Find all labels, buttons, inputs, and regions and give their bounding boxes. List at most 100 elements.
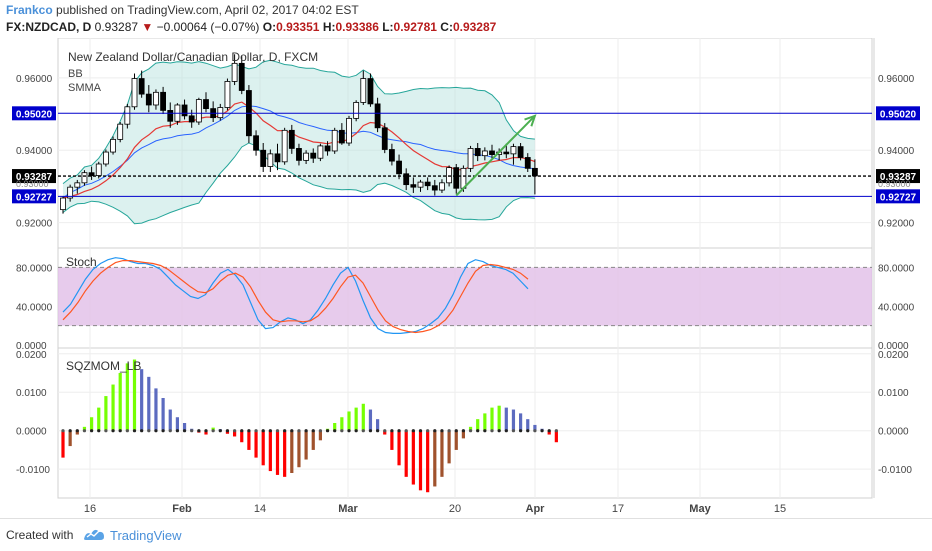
momentum-bar — [490, 407, 494, 431]
candle-body — [403, 173, 410, 186]
squeeze-dot — [504, 429, 508, 433]
indicator-label: SMMA — [68, 82, 102, 94]
momentum-bar — [519, 413, 523, 431]
candle-body — [153, 91, 159, 106]
momentum-bar — [361, 403, 365, 431]
y-tick-label-right: 0.92000 — [878, 219, 915, 230]
momentum-bar — [340, 417, 344, 431]
squeeze-dot — [61, 429, 65, 433]
squeeze-dot — [268, 429, 272, 433]
mom-y-tick-left: -0.0100 — [16, 465, 50, 476]
squeeze-dot — [297, 429, 301, 433]
candle-body — [467, 148, 474, 169]
candle-body — [145, 93, 152, 106]
momentum-bar — [468, 426, 473, 431]
candle-body — [474, 148, 481, 157]
candle-body — [296, 148, 302, 161]
header: Frankco published on TradingView.com, Ap… — [0, 0, 932, 38]
candle-body — [331, 129, 338, 152]
candle-body — [360, 78, 367, 103]
candle-body — [253, 135, 259, 151]
candle-body — [131, 78, 138, 108]
squeeze-dot — [390, 429, 394, 433]
candle-body — [517, 146, 524, 158]
candle-body — [388, 149, 395, 162]
momentum-bar — [233, 430, 237, 437]
momentum-bar — [390, 430, 394, 450]
squeeze-dot — [175, 429, 179, 433]
momentum-bar — [454, 430, 458, 450]
tradingview-brand[interactable]: TradingView — [110, 528, 182, 543]
candle-body — [346, 117, 352, 144]
candle-body — [489, 150, 495, 155]
level-label-right: 0.95020 — [880, 109, 917, 120]
squeeze-dot — [132, 429, 137, 433]
candle-body — [103, 151, 109, 165]
momentum-bar — [175, 417, 179, 431]
squeeze-dot — [218, 429, 222, 433]
squeeze-dot — [383, 429, 387, 433]
author-name[interactable]: Frankco — [6, 3, 53, 17]
squeeze-dot — [468, 429, 473, 433]
squeeze-dot — [240, 429, 244, 433]
momentum-bar — [268, 430, 272, 472]
last-price-tag-right — [876, 169, 920, 184]
created-with-text: Created with — [6, 528, 74, 542]
x-tick-label: Mar — [338, 503, 358, 515]
candle-body — [238, 62, 245, 91]
candle-body — [396, 160, 402, 175]
candle-body — [117, 123, 124, 140]
squeeze-dot — [225, 429, 230, 433]
squeeze-dot — [118, 429, 122, 433]
mom-y-tick-right: 0.0000 — [878, 427, 909, 438]
squeeze-dot — [304, 429, 308, 433]
candle-body — [374, 103, 381, 129]
mom-y-tick-left: 0.0200 — [16, 350, 47, 361]
momentum-bar — [483, 413, 487, 431]
momentum-bar — [204, 430, 208, 435]
squeeze-dot — [90, 429, 94, 433]
momentum-bar — [283, 430, 287, 477]
bollinger-lower-line — [62, 142, 535, 225]
squeeze-dot — [454, 429, 458, 433]
squeeze-dot — [75, 429, 79, 433]
mom-y-tick-right: -0.0100 — [878, 465, 912, 476]
stoch-y-tick-right: 0.0000 — [878, 341, 909, 352]
momentum-bar — [161, 398, 165, 431]
y-tick-label-right: 0.96000 — [878, 74, 915, 85]
partial-tick-right: 0.93000 — [878, 179, 911, 189]
squeeze-dot — [361, 429, 365, 433]
candle-body — [60, 197, 66, 211]
main-chart-title: New Zealand Dollar/Canadian Dollar, D, F… — [68, 50, 318, 64]
momentum-bar — [61, 430, 65, 458]
y-tick-label-left: 0.92000 — [16, 219, 53, 230]
x-tick-label: 15 — [774, 503, 786, 515]
momentum-bar — [547, 430, 551, 435]
candle-body — [424, 181, 431, 187]
tradingview-logo-icon[interactable] — [82, 525, 106, 543]
squeeze-dot — [97, 429, 101, 433]
momentum-bar — [118, 373, 122, 431]
squeeze-dot — [404, 429, 408, 433]
last-price-label-right: 0.93287 — [880, 172, 917, 183]
momentum-bar — [82, 426, 87, 431]
momentum-bar — [497, 405, 501, 431]
y-tick-label-right: 0.94000 — [878, 146, 915, 157]
squeeze-dot — [68, 429, 72, 433]
stoch-y-tick-right: 80.0000 — [878, 263, 915, 274]
squeeze-dot — [354, 429, 358, 433]
momentum-bar — [132, 359, 137, 431]
momentum-bar — [125, 363, 129, 431]
mom-y-tick-right: 0.0100 — [878, 388, 909, 399]
chart-area[interactable]: 16 Feb 14 Mar 20 Apr 17 May 15 0.96000 0.96000 0.94… — [0, 38, 932, 518]
squeeze-dot — [483, 429, 487, 433]
stoch-band-fill — [58, 267, 872, 326]
stoch-d-line — [62, 260, 529, 334]
candle-body — [95, 163, 102, 176]
squeeze-dot — [554, 429, 558, 433]
momentum-bar — [504, 407, 508, 431]
level-tag-left — [12, 189, 56, 204]
candle-body — [231, 62, 238, 82]
squeeze-dot — [347, 429, 351, 433]
squeeze-dot — [182, 429, 187, 433]
